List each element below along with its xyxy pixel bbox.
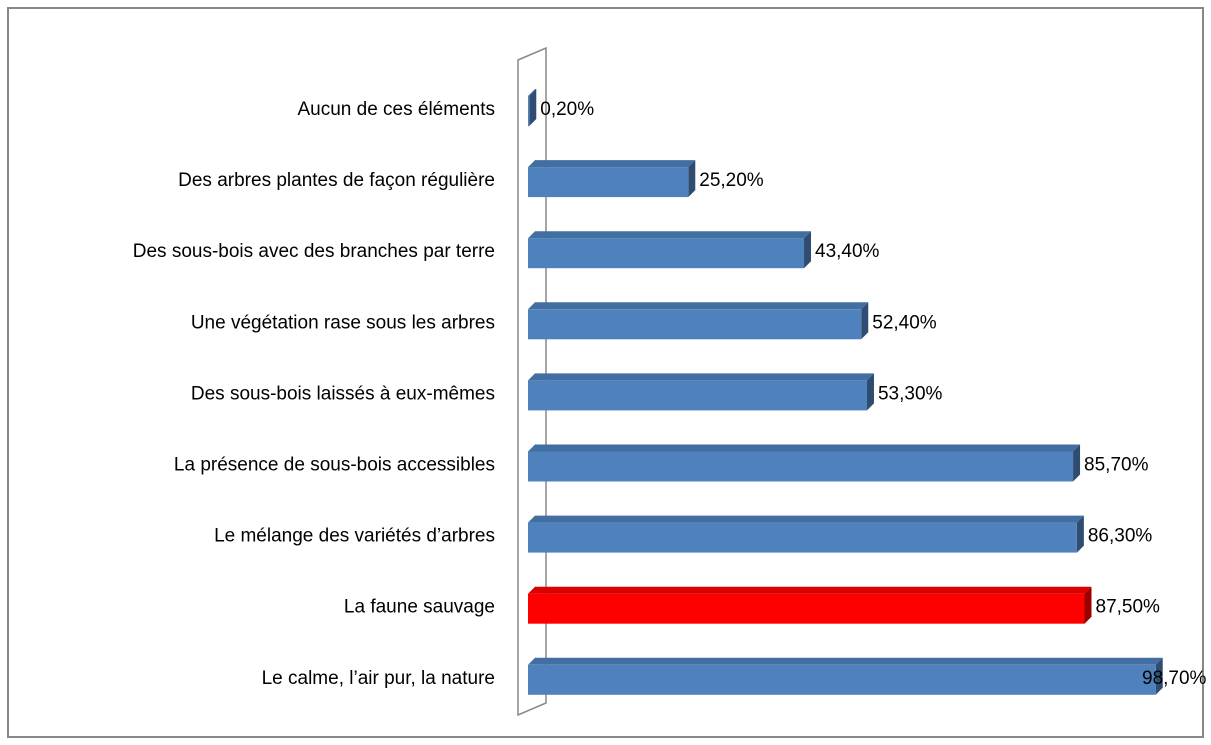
bar xyxy=(528,309,862,340)
value-label: 52,40% xyxy=(872,312,937,333)
bar xyxy=(528,167,689,198)
value-label: 85,70% xyxy=(1084,455,1149,476)
category-label: Des arbres plantes de façon régulière xyxy=(178,170,495,191)
category-label: Le mélange des variétés d’arbres xyxy=(214,526,495,547)
bar-side xyxy=(1076,515,1084,553)
bar-side xyxy=(1084,586,1092,624)
bar xyxy=(528,593,1085,624)
bar-top xyxy=(528,657,1163,665)
bar xyxy=(528,522,1077,553)
bar-side xyxy=(688,160,696,198)
bar xyxy=(528,451,1074,482)
bar-top xyxy=(528,231,812,239)
category-label: Des sous-bois avec des branches par terr… xyxy=(133,241,495,262)
bar xyxy=(528,380,867,411)
bar xyxy=(528,664,1156,695)
chart-border xyxy=(7,7,1204,738)
bar-side xyxy=(861,302,869,340)
value-label: 87,50% xyxy=(1096,597,1161,618)
bar-top xyxy=(528,160,696,168)
value-label: 43,40% xyxy=(815,241,880,262)
bar-top xyxy=(528,373,874,381)
value-label: 25,20% xyxy=(699,170,764,191)
bar xyxy=(528,238,805,269)
bar-top xyxy=(528,302,869,310)
bar-side xyxy=(1155,657,1163,695)
value-label: 86,30% xyxy=(1088,526,1153,547)
bar-top xyxy=(528,515,1084,523)
bar-top xyxy=(528,89,537,96)
bar-side xyxy=(529,89,537,126)
bar xyxy=(528,96,530,126)
value-label: 53,30% xyxy=(878,383,943,404)
category-label: La présence de sous-bois accessibles xyxy=(174,455,495,476)
category-label: Le calme, l’air pur, la nature xyxy=(262,668,495,689)
bar-top xyxy=(528,586,1092,594)
bar-top xyxy=(528,444,1081,452)
bar-side xyxy=(804,231,812,269)
category-label: La faune sauvage xyxy=(344,597,495,618)
bar-side xyxy=(1073,444,1081,482)
value-label: 98,70% xyxy=(1142,668,1207,689)
category-label: Des sous-bois laissés à eux-mêmes xyxy=(191,383,495,404)
value-label: 0,20% xyxy=(540,99,594,120)
category-label: Une végétation rase sous les arbres xyxy=(191,312,495,333)
bar-side xyxy=(866,373,874,411)
category-label: Aucun de ces éléments xyxy=(297,99,495,120)
